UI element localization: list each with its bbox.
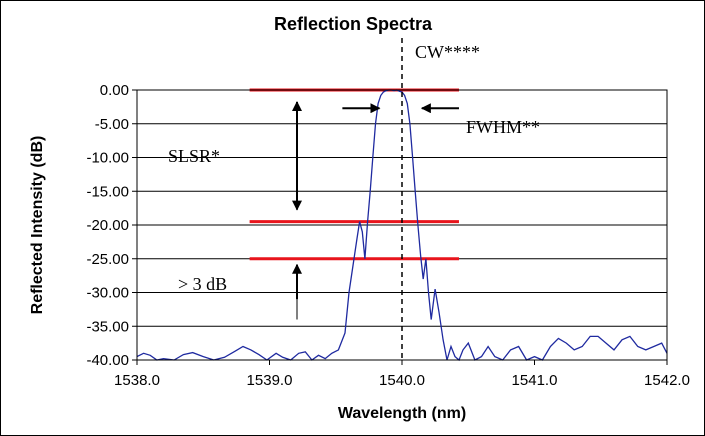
- red-level-lines: [249, 88, 459, 261]
- y-tick-label: -25.00: [86, 251, 129, 268]
- fwhm-annotation: FWHM**: [466, 117, 540, 137]
- annotation-arrows: [292, 101, 459, 320]
- gt-3db-annotation: > 3 dB: [178, 274, 227, 294]
- y-tick-label: -10.00: [86, 150, 129, 167]
- x-tick-label: 1540.0: [379, 372, 425, 389]
- y-tick-label: -35.00: [86, 318, 129, 335]
- chart-title: Reflection Spectra: [274, 14, 433, 34]
- y-tick-label: -30.00: [86, 285, 129, 302]
- y-tick-label: -15.00: [86, 183, 129, 200]
- y-tick-label: -20.00: [86, 217, 129, 234]
- y-tick-label: -40.00: [86, 352, 129, 369]
- y-tick-label: -5.00: [95, 116, 129, 133]
- x-tick-label: 1541.0: [512, 372, 558, 389]
- x-tick-labels: 1538.0 1539.0 1540.0 1541.0 1542.0: [114, 360, 690, 389]
- x-axis-label: Wavelength (nm): [338, 405, 466, 422]
- y-tick-labels: 0.00 -5.00 -10.00 -15.00 -20.00 -25.00 -30.00 -…: [86, 82, 137, 369]
- x-tick-label: 1538.0: [114, 372, 160, 389]
- x-tick-label: 1539.0: [247, 372, 293, 389]
- cw-annotation: CW****: [415, 42, 480, 62]
- x-tick-label: 1542.0: [644, 372, 690, 389]
- y-tick-label: 0.00: [100, 82, 129, 99]
- y-axis-label: Reflected Intensity (dB): [29, 136, 46, 315]
- slsr-annotation: SLSR*: [168, 146, 220, 166]
